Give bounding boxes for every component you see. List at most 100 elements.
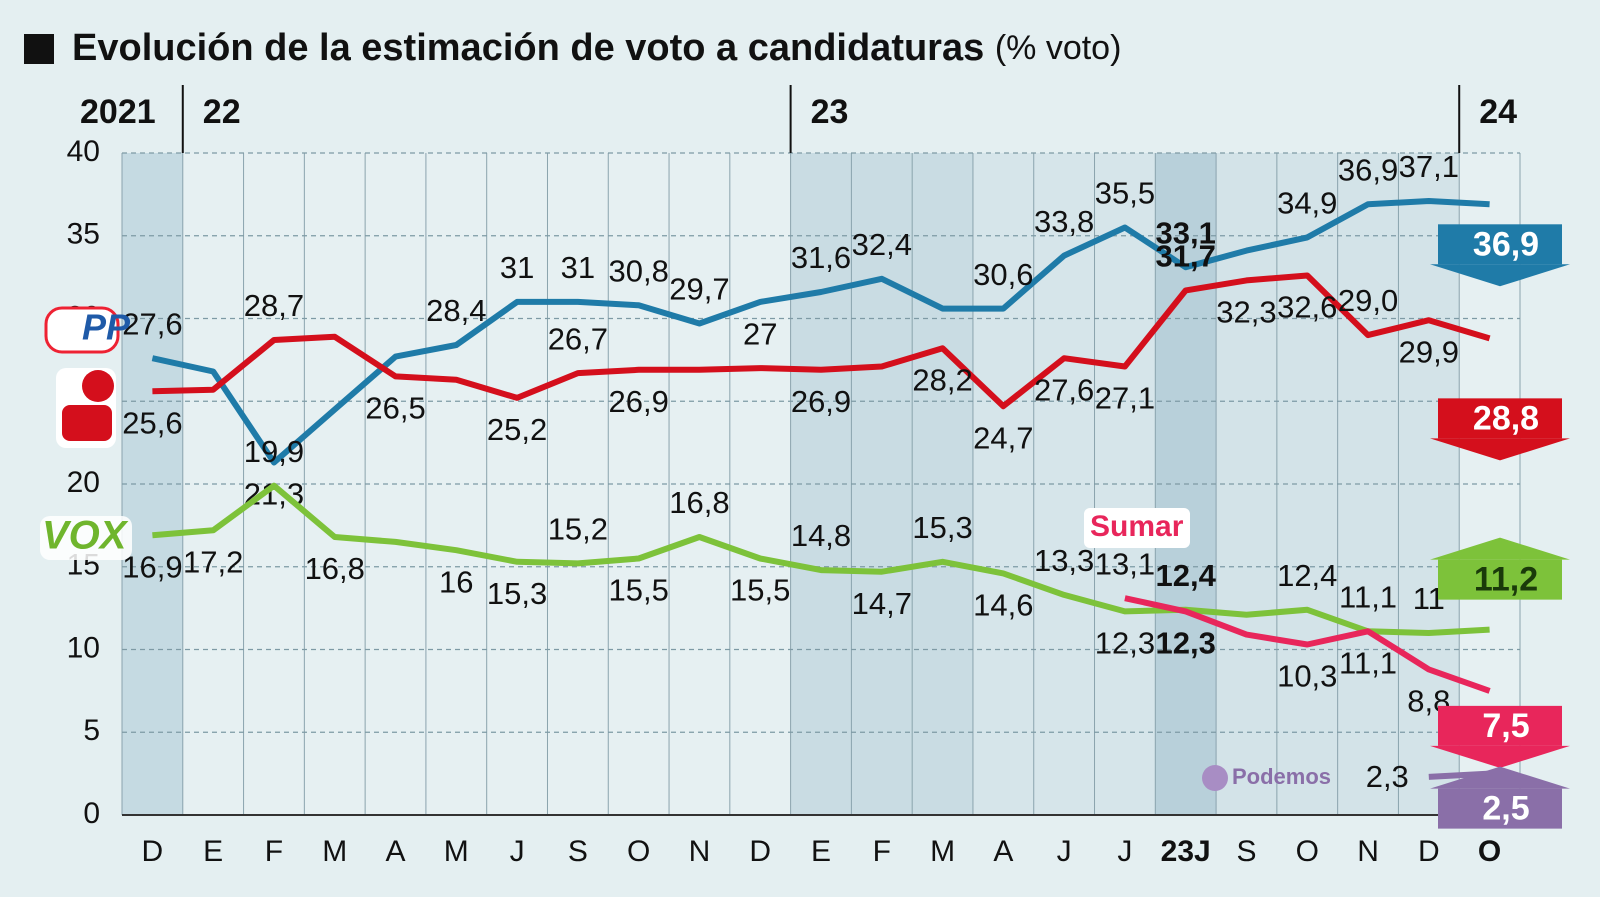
x-tick-label: M [444,835,469,868]
x-tick-label: A [993,835,1013,868]
x-tick-label: N [1357,835,1379,868]
value-label: 32,4 [852,227,912,262]
value-label: 26,5 [365,391,425,426]
value-label: 2,3 [1366,759,1409,794]
final-value-label: 7,5 [1482,707,1529,745]
legend-dot [1202,765,1228,791]
x-tick-label: N [689,835,711,868]
value-label: 11,1 [1339,645,1397,680]
x-tick-label: J [510,835,525,868]
value-label: 33,8 [1034,204,1094,239]
value-label: 10,3 [1277,659,1337,694]
value-label: 14,6 [973,588,1033,623]
value-label: 15,3 [912,510,972,545]
value-label: 34,9 [1277,186,1337,221]
value-label: 15,5 [608,573,668,608]
legend-badge [40,516,132,560]
badge-arrow [1430,438,1570,461]
year-label: 23 [811,93,849,131]
x-tick-label: S [568,835,588,868]
series-line [1124,595,1491,694]
value-label: 14,8 [791,518,851,553]
value-label: 37,1 [1399,149,1459,184]
value-label: 15,2 [548,512,608,547]
value-label: 29,7 [669,272,729,307]
value-label: 15,3 [487,576,547,611]
value-label: 13,3 [1034,543,1094,578]
y-tick-label: 5 [83,714,100,747]
y-tick-label: 10 [67,631,100,664]
value-label: 13,1 [1095,546,1155,581]
x-tick-label: D [142,835,164,868]
value-label: 36,9 [1338,152,1398,187]
x-tick-label: D [749,835,771,868]
value-label: 17,2 [183,545,243,580]
badge [1438,398,1562,439]
legend-label: Sumar [1090,510,1184,543]
final-value-label: 2,5 [1482,790,1529,828]
value-label: 16,8 [669,485,729,520]
value-label: 30,8 [608,253,668,288]
y-tick-label: 0 [83,797,100,830]
series-line [152,482,1490,636]
value-label: 33,1 [1156,215,1216,250]
legend-badge [1084,508,1190,548]
value-label: 30,6 [973,257,1033,292]
value-label: 15,5 [730,573,790,608]
year-label: 24 [1479,93,1517,131]
value-label: 16,9 [122,549,182,584]
value-label: 14,7 [852,586,912,621]
x-tick-label: J [1057,835,1072,868]
value-label: 31 [500,250,534,285]
x-tick-label: F [265,835,283,868]
final-value-label: 36,9 [1473,225,1539,263]
badge [1438,224,1562,265]
psoe-fist [62,405,112,441]
x-tick-label: F [873,835,891,868]
x-tick-label: D [1418,835,1440,868]
value-label: 12,4 [1277,558,1337,593]
value-label: 32,6 [1277,290,1337,325]
badge [1438,559,1562,600]
final-value-label: 11,2 [1474,561,1538,599]
x-tick-label: S [1236,835,1256,868]
y-tick-label: 35 [67,218,100,251]
badge [1438,705,1562,746]
value-label: 29,9 [1399,334,1459,369]
value-label: 31,6 [791,240,851,275]
y-tick-label: 40 [67,135,100,168]
value-label: 28,2 [912,362,972,397]
value-label: 25,2 [487,412,547,447]
value-label: 27,6 [1034,372,1094,407]
legend-label: PP [82,307,131,348]
value-label: 16,8 [305,551,365,586]
x-tick-label: M [322,835,347,868]
x-tick-label: E [811,835,831,868]
value-label: 31,7 [1156,239,1216,274]
value-label: 28,7 [244,288,304,323]
x-tick-label: O [1478,835,1501,868]
chart-title: Evolución de la estimación de voto a can… [72,27,1121,69]
badge-arrow [1430,766,1570,789]
value-label: 26,7 [548,321,608,356]
series-line [151,198,1490,466]
title-main: Evolución de la estimación de voto a can… [72,27,984,69]
year-label: 2021 [80,93,156,131]
x-tick-label: O [1296,835,1319,868]
value-label: 32,3 [1216,295,1276,330]
value-label: 11,1 [1339,579,1397,614]
badge-arrow [1430,537,1570,560]
legend-label: Podemos [1232,764,1331,789]
final-value-label: 28,8 [1473,399,1539,437]
x-tick-label: E [203,835,223,868]
badge-arrow [1430,264,1570,287]
value-label: 27 [743,316,777,351]
value-label: 12,3 [1095,626,1155,661]
series-line [152,272,1491,410]
value-label: 16 [439,564,473,599]
value-label: 19,9 [244,434,304,469]
legend-badge [44,306,120,354]
value-label: 27,6 [122,306,182,341]
x-tick-label: O [627,835,650,868]
